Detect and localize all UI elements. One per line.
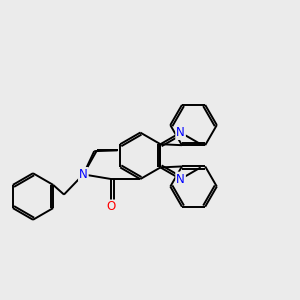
Text: N: N xyxy=(176,126,185,139)
Text: O: O xyxy=(106,200,116,214)
Text: N: N xyxy=(79,168,88,181)
Text: N: N xyxy=(176,172,185,186)
